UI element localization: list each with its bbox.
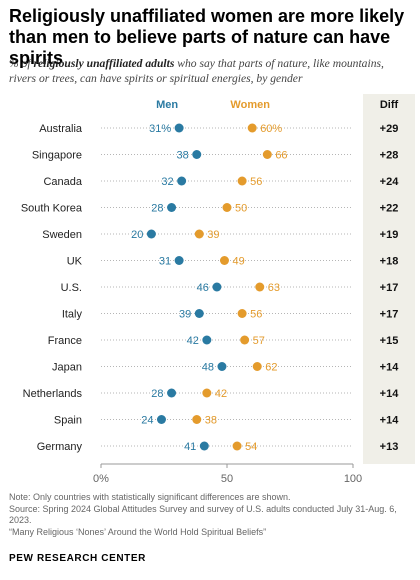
men-data-label: 38 bbox=[177, 150, 189, 162]
country-label: U.S. bbox=[61, 282, 82, 294]
diff-value: +19 bbox=[380, 229, 399, 241]
source-text: Source: Spring 2024 Global Attitudes Sur… bbox=[9, 503, 397, 526]
women-point bbox=[222, 203, 232, 212]
men-data-label: 32 bbox=[161, 176, 173, 188]
women-data-label: 63 bbox=[268, 282, 280, 294]
men-data-label: 39 bbox=[179, 309, 191, 321]
women-data-label: 66 bbox=[275, 150, 287, 162]
report-title: “Many Religious ‘Nones’ Around the World… bbox=[9, 526, 267, 537]
men-data-label: 24 bbox=[141, 415, 153, 427]
country-label: Japan bbox=[52, 362, 82, 374]
subtitle-bold: religiously unaffiliated adults bbox=[33, 57, 175, 70]
diff-value: +18 bbox=[380, 256, 399, 268]
women-point bbox=[232, 441, 242, 451]
diff-value: +13 bbox=[380, 441, 399, 453]
subtitle-prefix: % of bbox=[9, 57, 34, 70]
women-point bbox=[252, 362, 262, 371]
men-data-label: 28 bbox=[151, 388, 163, 400]
men-point bbox=[167, 203, 177, 212]
men-data-label: 28 bbox=[151, 203, 163, 215]
women-data-label: 50 bbox=[235, 203, 247, 215]
women-data-label: 54 bbox=[245, 441, 257, 453]
women-point bbox=[237, 309, 247, 318]
women-point bbox=[247, 123, 257, 133]
women-data-label: 38 bbox=[205, 415, 217, 427]
country-label: UK bbox=[67, 256, 83, 268]
note-text: Note: Only countries with statistically … bbox=[9, 492, 291, 502]
men-point bbox=[192, 150, 202, 159]
country-label: Netherlands bbox=[23, 388, 83, 400]
men-point bbox=[194, 309, 204, 318]
women-point bbox=[194, 229, 204, 239]
men-data-label: 31% bbox=[149, 123, 171, 135]
women-point bbox=[262, 150, 272, 159]
country-label: Australia bbox=[39, 123, 83, 135]
diff-value: +24 bbox=[380, 176, 400, 188]
women-data-label: 42 bbox=[215, 388, 227, 400]
men-data-label: 31 bbox=[159, 256, 171, 268]
women-point bbox=[192, 415, 202, 424]
women-data-label: 39 bbox=[207, 229, 219, 241]
diff-value: +14 bbox=[380, 388, 400, 400]
men-point bbox=[146, 229, 156, 239]
country-label: Spain bbox=[54, 415, 82, 427]
diff-column-background bbox=[363, 94, 415, 464]
men-point bbox=[174, 256, 184, 265]
men-point bbox=[199, 441, 209, 451]
chart-title: Religiously unaffiliated women are more … bbox=[9, 6, 405, 68]
chart-notes: Note: Only countries with statistically … bbox=[9, 492, 414, 538]
x-tick-label: 50 bbox=[221, 473, 233, 485]
country-label: Sweden bbox=[42, 229, 82, 241]
country-label: France bbox=[48, 335, 82, 347]
women-data-label: 56 bbox=[250, 309, 262, 321]
men-point bbox=[156, 415, 166, 424]
women-point bbox=[202, 388, 212, 398]
women-point bbox=[255, 282, 265, 292]
country-label: Italy bbox=[62, 309, 83, 321]
brand-logo-text: PEW RESEARCH CENTER bbox=[9, 553, 146, 564]
women-point bbox=[237, 176, 247, 186]
diff-value: +15 bbox=[380, 335, 399, 347]
men-point bbox=[202, 335, 212, 345]
subtitle-suffix: who say that parts of nature, like mount… bbox=[9, 57, 384, 85]
men-point bbox=[167, 388, 177, 398]
legend-men: Men bbox=[156, 99, 178, 111]
diff-value: +22 bbox=[380, 203, 399, 215]
men-point bbox=[177, 176, 187, 186]
women-data-label: 56 bbox=[250, 176, 262, 188]
country-label: Canada bbox=[43, 176, 82, 188]
men-point bbox=[217, 362, 227, 371]
women-point bbox=[240, 335, 250, 345]
chart-subtitle: % of religiously unaffiliated adults who… bbox=[9, 56, 413, 86]
men-data-label: 46 bbox=[197, 282, 209, 294]
men-data-label: 20 bbox=[131, 229, 143, 241]
x-tick-label: 100 bbox=[344, 473, 362, 485]
legend-women: Women bbox=[230, 99, 270, 111]
women-data-label: 60% bbox=[260, 123, 282, 135]
men-data-label: 42 bbox=[187, 335, 199, 347]
x-tick-label: 0% bbox=[93, 473, 109, 485]
diff-value: +14 bbox=[380, 415, 400, 427]
diff-value: +29 bbox=[380, 123, 399, 135]
diff-header: Diff bbox=[380, 99, 399, 111]
diff-value: +14 bbox=[380, 362, 400, 374]
men-data-label: 41 bbox=[184, 441, 196, 453]
diff-value: +17 bbox=[380, 309, 399, 321]
women-data-label: 62 bbox=[265, 362, 277, 374]
men-point bbox=[212, 282, 222, 292]
men-point bbox=[174, 123, 184, 133]
dot-plot-chart: Men Women Diff 0% 50 100 Australia 31% 60% +29 Sin… bbox=[21, 94, 415, 485]
women-data-label: 57 bbox=[253, 335, 265, 347]
men-data-label: 48 bbox=[202, 362, 214, 374]
country-label: Germany bbox=[37, 441, 83, 453]
diff-value: +17 bbox=[380, 282, 399, 294]
country-label: Singapore bbox=[32, 150, 82, 162]
women-point bbox=[219, 256, 229, 265]
diff-value: +28 bbox=[380, 150, 399, 162]
country-label: South Korea bbox=[21, 203, 83, 215]
women-data-label: 49 bbox=[232, 256, 244, 268]
